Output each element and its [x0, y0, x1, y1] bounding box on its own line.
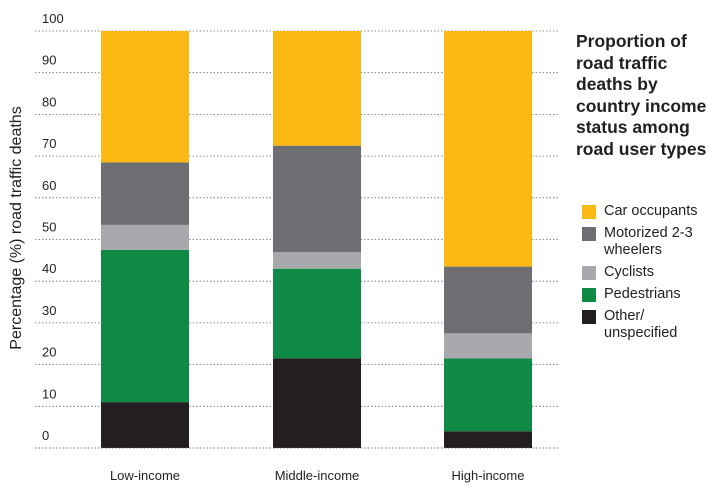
bar-segment-high-income-motorized-2-3-wheelers — [444, 266, 532, 334]
y-tick-label: 30 — [42, 303, 56, 318]
bar-segment-high-income-car-occupants — [444, 31, 532, 267]
x-tick-label-low-income: Low-income — [110, 468, 180, 483]
y-tick-label: 50 — [42, 220, 56, 235]
legend-label: Pedestrians — [604, 286, 681, 302]
axes: Low-income Middle-income High-income — [35, 447, 560, 483]
bar-segment-low-income-other-unspecified — [101, 402, 189, 448]
legend-label: Car occupants — [604, 203, 698, 219]
bar-segment-middle-income-car-occupants — [273, 31, 361, 146]
bar-segment-middle-income-pedestrians — [273, 268, 361, 359]
y-tick-label: 40 — [42, 261, 56, 276]
legend-label: Motorized 2-3 wheelers — [604, 225, 693, 258]
y-axis-label: Percentage (%) road traffic deaths — [8, 106, 25, 349]
legend-item-car-occupants: Car occupants — [582, 203, 722, 220]
legend-swatch — [582, 266, 596, 280]
x-tick-label-high-income: High-income — [452, 468, 525, 483]
bar-segment-high-income-other-unspecified — [444, 431, 532, 448]
legend-swatch — [582, 205, 596, 219]
bar-segment-middle-income-motorized-2-3-wheelers — [273, 145, 361, 253]
x-tick-label-middle-income: Middle-income — [275, 468, 360, 483]
bar-segment-middle-income-cyclists — [273, 252, 361, 269]
y-tick-label: 80 — [42, 94, 56, 109]
bar-segment-high-income-pedestrians — [444, 358, 532, 432]
y-tick-label: 70 — [42, 136, 56, 151]
bar-segment-low-income-cyclists — [101, 224, 189, 250]
legend-item-cyclists: Cyclists — [582, 264, 722, 281]
legend: Car occupants Motorized 2-3 wheelers Cycli… — [582, 203, 722, 347]
bar-segment-low-income-car-occupants — [101, 31, 189, 163]
legend-item-other-unspecified: Other/ unspecified — [582, 308, 722, 342]
bars — [101, 31, 532, 448]
bar-segment-low-income-motorized-2-3-wheelers — [101, 162, 189, 225]
legend-swatch — [582, 288, 596, 302]
bar-segment-middle-income-other-unspecified — [273, 358, 361, 448]
chart-title: Proportion of road traffic deaths by cou… — [576, 31, 707, 159]
legend-item-pedestrians: Pedestrians — [582, 286, 722, 303]
y-tick-label: 20 — [42, 345, 56, 360]
y-tick-label: 10 — [42, 386, 56, 401]
y-tick-label: 60 — [42, 178, 56, 193]
bar-segment-high-income-cyclists — [444, 333, 532, 359]
legend-label: Cyclists — [604, 264, 654, 280]
legend-label: Other/ unspecified — [604, 308, 678, 341]
legend-item-motorized-2-3-wheelers: Motorized 2-3 wheelers — [582, 225, 722, 259]
legend-swatch — [582, 227, 596, 241]
y-tick-label: 90 — [42, 53, 56, 68]
y-tick-label: 0 — [42, 428, 49, 443]
y-tick-label: 100 — [42, 11, 64, 26]
legend-swatch — [582, 310, 596, 324]
bar-segment-low-income-pedestrians — [101, 249, 189, 403]
